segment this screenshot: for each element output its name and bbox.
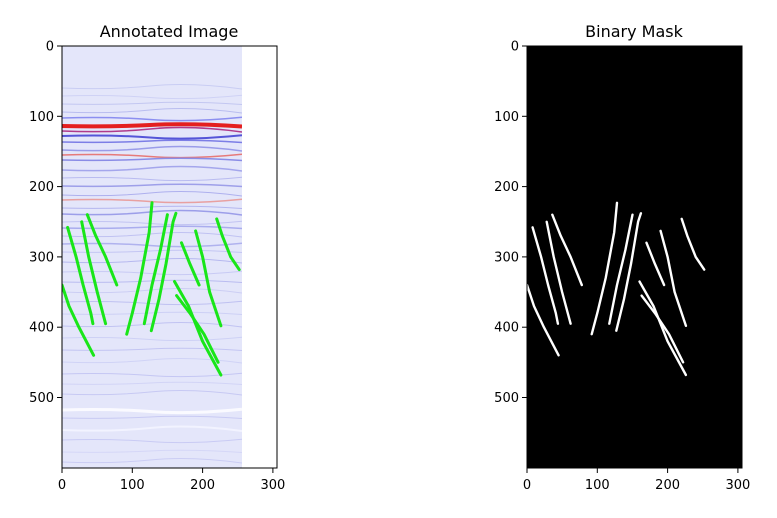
annotated-image-title: Annotated Image xyxy=(100,22,239,41)
y-tick-label: 300 xyxy=(494,250,519,265)
seismic-reflector xyxy=(62,336,242,342)
seismic-reflector xyxy=(62,270,242,276)
x-tick-label: 100 xyxy=(585,478,610,493)
y-tick-label: 400 xyxy=(494,321,519,336)
x-tick-label: 0 xyxy=(58,478,66,493)
fault-line xyxy=(194,229,223,328)
annotated-x-axis: 0 100 200 300 xyxy=(58,468,285,493)
fault-line xyxy=(608,213,634,325)
fault-line xyxy=(551,213,583,287)
y-tick-label: 0 xyxy=(46,40,54,55)
seismic-reflector xyxy=(62,176,242,182)
seismic-reflector xyxy=(62,449,242,453)
binary-mask-image xyxy=(527,46,742,468)
seismic-reflector xyxy=(62,425,242,432)
seismic-reflector xyxy=(62,165,242,172)
fault-line xyxy=(149,211,178,333)
seismic-reflector xyxy=(62,116,242,122)
annotated-image-panel: Annotated Image 0 100 200 300 400 500 0 100 200… xyxy=(29,22,285,493)
seismic-reflector xyxy=(62,108,242,114)
seismic-reflectors xyxy=(62,84,242,464)
seismic-reflector xyxy=(62,372,242,378)
binary-mask-title: Binary Mask xyxy=(585,22,683,41)
x-tick-label: 0 xyxy=(523,478,531,493)
seismic-reflector xyxy=(62,157,242,162)
seismic-background xyxy=(62,46,242,468)
fault-line xyxy=(590,201,619,336)
mask-y-axis: 0 100 200 300 400 500 xyxy=(494,40,527,406)
y-tick-label: 500 xyxy=(494,391,519,406)
fault-line xyxy=(615,212,643,332)
fault-line xyxy=(645,241,666,287)
seismic-reflector xyxy=(62,322,242,328)
fault-line xyxy=(531,226,560,325)
y-tick-label: 100 xyxy=(29,110,54,125)
fault-line xyxy=(173,280,223,377)
seismic-reflector xyxy=(62,191,242,197)
fault-line xyxy=(66,225,95,326)
x-tick-label: 300 xyxy=(260,478,285,493)
seismic-reflector xyxy=(62,242,242,248)
fault-line xyxy=(638,280,688,377)
y-tick-label: 200 xyxy=(494,180,519,195)
seismic-reflector xyxy=(62,126,242,133)
x-tick-label: 200 xyxy=(190,478,215,493)
seismic-reflector xyxy=(62,390,242,396)
x-tick-label: 300 xyxy=(725,478,750,493)
binary-mask-panel: Binary Mask 0 100 200 300 400 500 0 100 200 300 xyxy=(494,22,750,493)
seismic-reflector xyxy=(62,122,242,129)
fault-line xyxy=(125,201,154,336)
seismic-reflector xyxy=(62,458,242,464)
seismic-reflector xyxy=(62,300,242,306)
seismic-reflector xyxy=(62,145,242,152)
y-tick-label: 300 xyxy=(29,250,54,265)
y-tick-label: 500 xyxy=(29,391,54,406)
fault-line xyxy=(62,283,96,357)
seismic-reflector xyxy=(62,438,242,444)
seismic-reflector xyxy=(62,101,242,105)
fault-line xyxy=(85,213,119,287)
fault-line xyxy=(680,217,706,271)
annotated-y-axis: 0 100 200 300 400 500 xyxy=(29,40,62,406)
seismic-reflector xyxy=(62,183,242,188)
seismic-reflector xyxy=(62,84,242,90)
fault-annotations xyxy=(62,201,241,377)
fault-line xyxy=(142,213,169,326)
mask-fault-lines xyxy=(525,201,706,377)
fault-line xyxy=(659,229,688,327)
fault-line xyxy=(640,294,685,364)
seismic-image xyxy=(62,46,242,468)
fault-line xyxy=(545,220,572,325)
y-tick-label: 0 xyxy=(511,40,519,55)
fault-line xyxy=(215,217,241,272)
y-tick-label: 400 xyxy=(29,321,54,336)
seismic-reflector xyxy=(62,249,242,253)
seismic-reflector xyxy=(62,205,242,209)
fault-line xyxy=(180,241,201,287)
seismic-reflector xyxy=(62,198,242,204)
fault-line xyxy=(80,220,108,326)
fault-line xyxy=(525,283,560,357)
seismic-reflector xyxy=(62,381,242,385)
x-tick-label: 100 xyxy=(120,478,145,493)
mask-x-axis: 0 100 200 300 xyxy=(523,468,750,493)
seismic-reflector xyxy=(62,279,242,283)
y-tick-label: 200 xyxy=(29,180,54,195)
y-tick-label: 100 xyxy=(494,110,519,125)
seismic-reflector xyxy=(62,94,242,100)
seismic-reflector xyxy=(62,407,242,415)
seismic-reflector xyxy=(62,153,242,159)
seismic-reflector xyxy=(62,134,242,140)
seismic-reflector xyxy=(62,139,242,144)
x-tick-label: 200 xyxy=(655,478,680,493)
seismic-reflector xyxy=(62,415,242,419)
